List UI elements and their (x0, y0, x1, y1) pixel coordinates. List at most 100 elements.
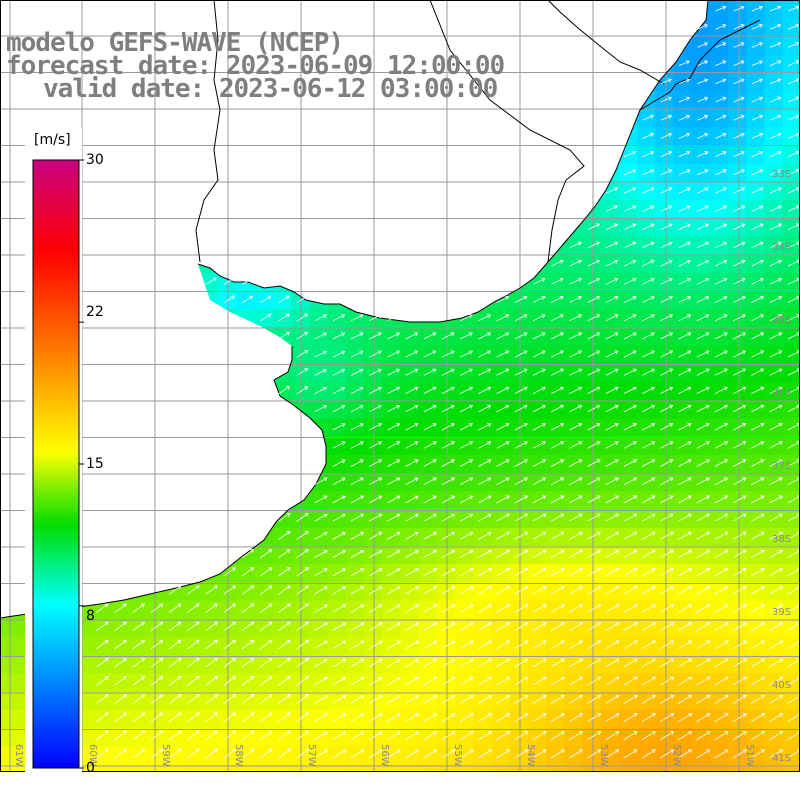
wind-arrow (623, 422, 637, 431)
wind-arrow (623, 622, 638, 631)
field-cell (200, 764, 219, 772)
wind-arrow (696, 187, 709, 194)
wind-arrow (769, 277, 783, 285)
wind-arrow (568, 749, 584, 759)
wind-arrow (296, 331, 309, 340)
wind-arrow (241, 748, 255, 759)
wind-arrow (405, 459, 419, 467)
wind-arrow (423, 695, 438, 704)
wind-arrow (715, 187, 727, 194)
wind-arrow (678, 441, 692, 449)
wind-arrow (532, 368, 546, 376)
wind-arrow (678, 277, 692, 285)
wind-arrow (532, 404, 546, 413)
wind-arrow (96, 712, 109, 723)
wind-arrow (387, 368, 401, 376)
wind-arrow (496, 640, 511, 650)
wind-arrow (642, 332, 655, 340)
wind-arrow (732, 604, 747, 613)
field-cell (109, 746, 128, 765)
wind-arrow (332, 550, 346, 558)
wind-arrow (660, 567, 674, 577)
wind-arrow (696, 713, 711, 723)
wind-arrow (496, 622, 511, 631)
wind-arrow (550, 713, 565, 723)
wind-arrows (95, 5, 800, 759)
wind-arrow (150, 712, 164, 723)
wind-arrow (459, 622, 474, 631)
wind-arrow (623, 223, 637, 230)
wind-arrow (751, 422, 765, 431)
wind-arrow (769, 568, 784, 577)
wind-arrow (660, 386, 674, 394)
colorbar-tick-8: 8 (86, 608, 95, 624)
wind-arrow (751, 223, 764, 230)
wind-arrow (477, 640, 492, 650)
wind-arrow (168, 712, 182, 723)
wind-arrow (314, 531, 328, 540)
wind-arrow (496, 531, 510, 540)
wind-arrow (459, 713, 474, 722)
wind-arrow (277, 694, 291, 705)
wind-arrow (459, 477, 474, 486)
wind-arrow (733, 132, 745, 139)
wind-arrow (587, 477, 601, 486)
wind-arrow (260, 295, 272, 304)
wind-arrow (241, 585, 255, 595)
wind-arrow (423, 441, 437, 449)
wind-arrow (714, 386, 728, 395)
wind-arrow (296, 313, 309, 322)
wind-arrow (750, 622, 766, 631)
wind-arrow (405, 549, 419, 558)
wind-arrow (660, 223, 673, 230)
wind-arrow (769, 42, 782, 48)
wind-arrow (332, 441, 346, 449)
wind-arrow (605, 259, 619, 267)
wind-arrow (423, 368, 437, 376)
wind-arrow (460, 423, 474, 431)
wind-arrow (405, 368, 419, 376)
wind-arrow (296, 531, 309, 541)
wind-arrow (605, 586, 620, 595)
wind-arrow (405, 695, 420, 704)
wind-arrow (605, 694, 620, 704)
wind-arrow (532, 295, 546, 303)
wind-arrow (678, 132, 691, 139)
wind-arrow (460, 314, 473, 322)
wind-arrow (587, 295, 601, 303)
wind-arrow (769, 441, 783, 449)
wind-arrow (150, 730, 164, 741)
wind-arrow (569, 295, 583, 303)
wind-arrow (697, 24, 709, 30)
wind-arrow (496, 586, 511, 595)
colorbar-tick-22: 22 (86, 304, 104, 320)
wind-arrow (514, 350, 528, 358)
wind-arrow (332, 459, 346, 467)
wind-arrow (496, 676, 511, 686)
wind-arrow (205, 730, 218, 741)
wind-arrow (714, 694, 729, 704)
wind-arrow (405, 731, 420, 741)
wind-arrow (733, 96, 745, 103)
wind-arrow (259, 748, 273, 759)
wind-arrow (423, 513, 437, 522)
wind-arrow (350, 404, 364, 413)
wind-arrow (296, 349, 309, 358)
wind-arrow (751, 277, 764, 285)
wind-arrow (587, 622, 602, 631)
wind-arrow (659, 694, 675, 704)
wind-arrow (642, 187, 655, 194)
wind-arrow (733, 78, 745, 85)
wind-arrow (459, 695, 474, 704)
wind-arrow (332, 658, 347, 668)
field-cell (0, 655, 19, 674)
wind-arrow (114, 748, 127, 759)
wind-arrow (605, 549, 620, 559)
wind-arrow (714, 531, 729, 540)
wind-arrow (696, 350, 710, 358)
wind-arrow (368, 658, 383, 668)
wind-arrow (459, 749, 474, 759)
wind-arrow (623, 604, 638, 613)
wind-arrow (678, 604, 693, 613)
wind-arrow (641, 713, 656, 723)
